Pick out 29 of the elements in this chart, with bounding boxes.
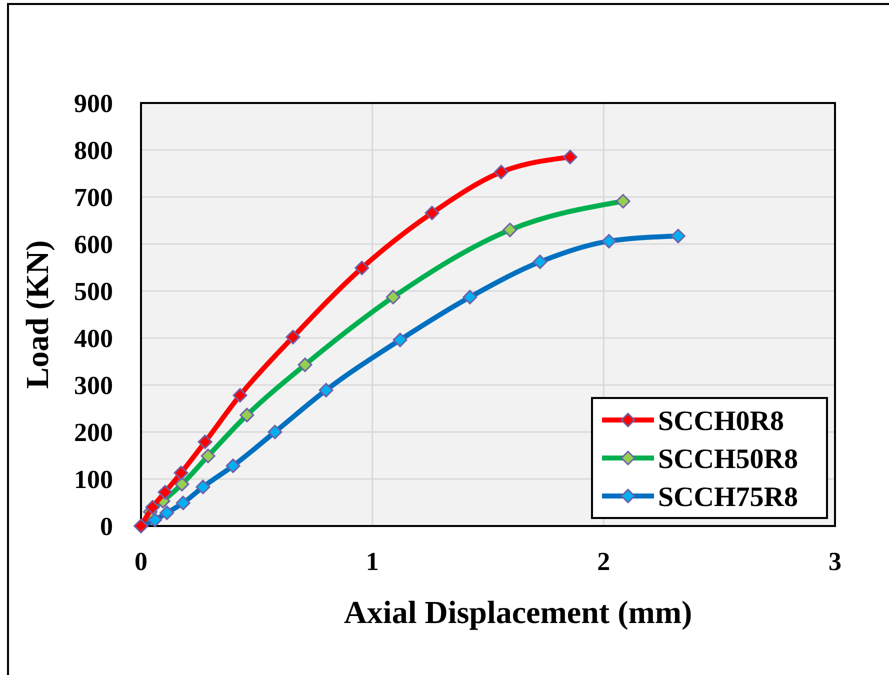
- y-tick-label: 500: [74, 277, 113, 306]
- point: [198, 434, 212, 450]
- y-axis-title: Load (KN): [19, 240, 55, 389]
- legend-label: SCCH50R8: [658, 444, 798, 475]
- point: [494, 164, 508, 180]
- y-tick-label: 600: [74, 230, 113, 260]
- x-tick-label: 1: [366, 547, 379, 576]
- x-tick-label: 0: [134, 547, 148, 576]
- point: [158, 484, 172, 500]
- x-tick-label: 2: [597, 547, 610, 576]
- point: [232, 388, 248, 403]
- y-tick-label: 200: [74, 418, 113, 448]
- point: [145, 500, 160, 514]
- legend-label: SCCH0R8: [658, 406, 784, 437]
- point: [174, 466, 188, 480]
- y-tick-label: 0: [100, 512, 113, 542]
- point: [424, 206, 440, 220]
- y-tick-label: 400: [74, 324, 113, 354]
- x-axis-title: Axial Displacement (mm): [344, 594, 692, 630]
- y-tick-label: 100: [74, 465, 113, 494]
- point: [286, 330, 300, 344]
- y-tick-label: 900: [74, 89, 113, 118]
- y-tick-label: 700: [74, 183, 113, 212]
- x-tick-label: 3: [828, 547, 842, 576]
- point: [354, 260, 370, 276]
- point: [562, 150, 578, 164]
- y-tick-label: 800: [74, 136, 113, 166]
- legend-label: SCCH75R8: [658, 482, 798, 513]
- y-tick-label: 300: [74, 371, 113, 400]
